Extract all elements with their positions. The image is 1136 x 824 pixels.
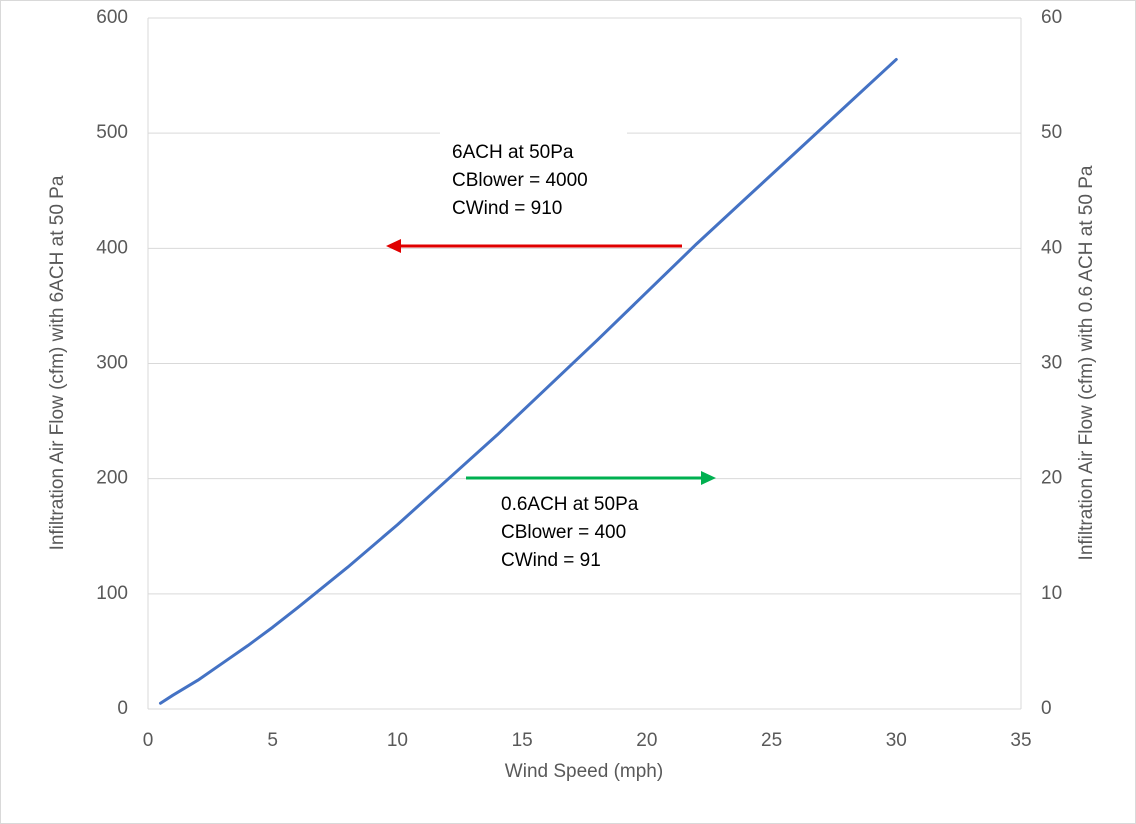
annotation-text: 6ACH at 50Pa	[452, 142, 574, 163]
y2-tick-label: 30	[1041, 353, 1062, 374]
y-tick-label: 0	[117, 698, 128, 719]
annotation-text: CBlower = 4000	[452, 170, 588, 191]
y2-tick-label: 50	[1041, 122, 1062, 143]
y-tick-label: 100	[96, 583, 128, 604]
y2-tick-label: 0	[1041, 698, 1052, 719]
y2-tick-label: 60	[1041, 7, 1062, 28]
y-axis-title: Infiltration Air Flow (cfm) with 6ACH at…	[47, 175, 68, 550]
y-tick-label: 200	[96, 468, 128, 489]
y2-tick-label: 20	[1041, 468, 1062, 489]
annotation-text: CWind = 91	[501, 550, 601, 571]
x-tick-label: 0	[143, 730, 154, 751]
x-axis-title: Wind Speed (mph)	[505, 761, 663, 782]
annotation-text: 0.6ACH at 50Pa	[501, 494, 639, 515]
annotation-text: CBlower = 400	[501, 522, 626, 543]
y-tick-label: 600	[96, 7, 128, 28]
x-tick-label: 10	[387, 730, 408, 751]
x-tick-label: 30	[886, 730, 907, 751]
y2-tick-label: 40	[1041, 237, 1062, 258]
annotation-text: CWind = 910	[452, 198, 562, 219]
y-tick-label: 400	[96, 237, 128, 258]
x-tick-label: 35	[1010, 730, 1031, 751]
x-tick-label: 15	[512, 730, 533, 751]
data-line	[158, 57, 898, 705]
y-tick-label: 300	[96, 353, 128, 374]
x-tick-label: 25	[761, 730, 782, 751]
annotation-background	[440, 124, 627, 142]
arrow-head	[386, 239, 401, 253]
y2-axis-title: Infiltration Air Flow (cfm) with 0.6 ACH…	[1076, 165, 1097, 560]
x-tick-label: 20	[636, 730, 657, 751]
x-tick-label: 5	[267, 730, 278, 751]
y-tick-label: 500	[96, 122, 128, 143]
arrow-head	[701, 471, 716, 485]
y2-tick-label: 10	[1041, 583, 1062, 604]
